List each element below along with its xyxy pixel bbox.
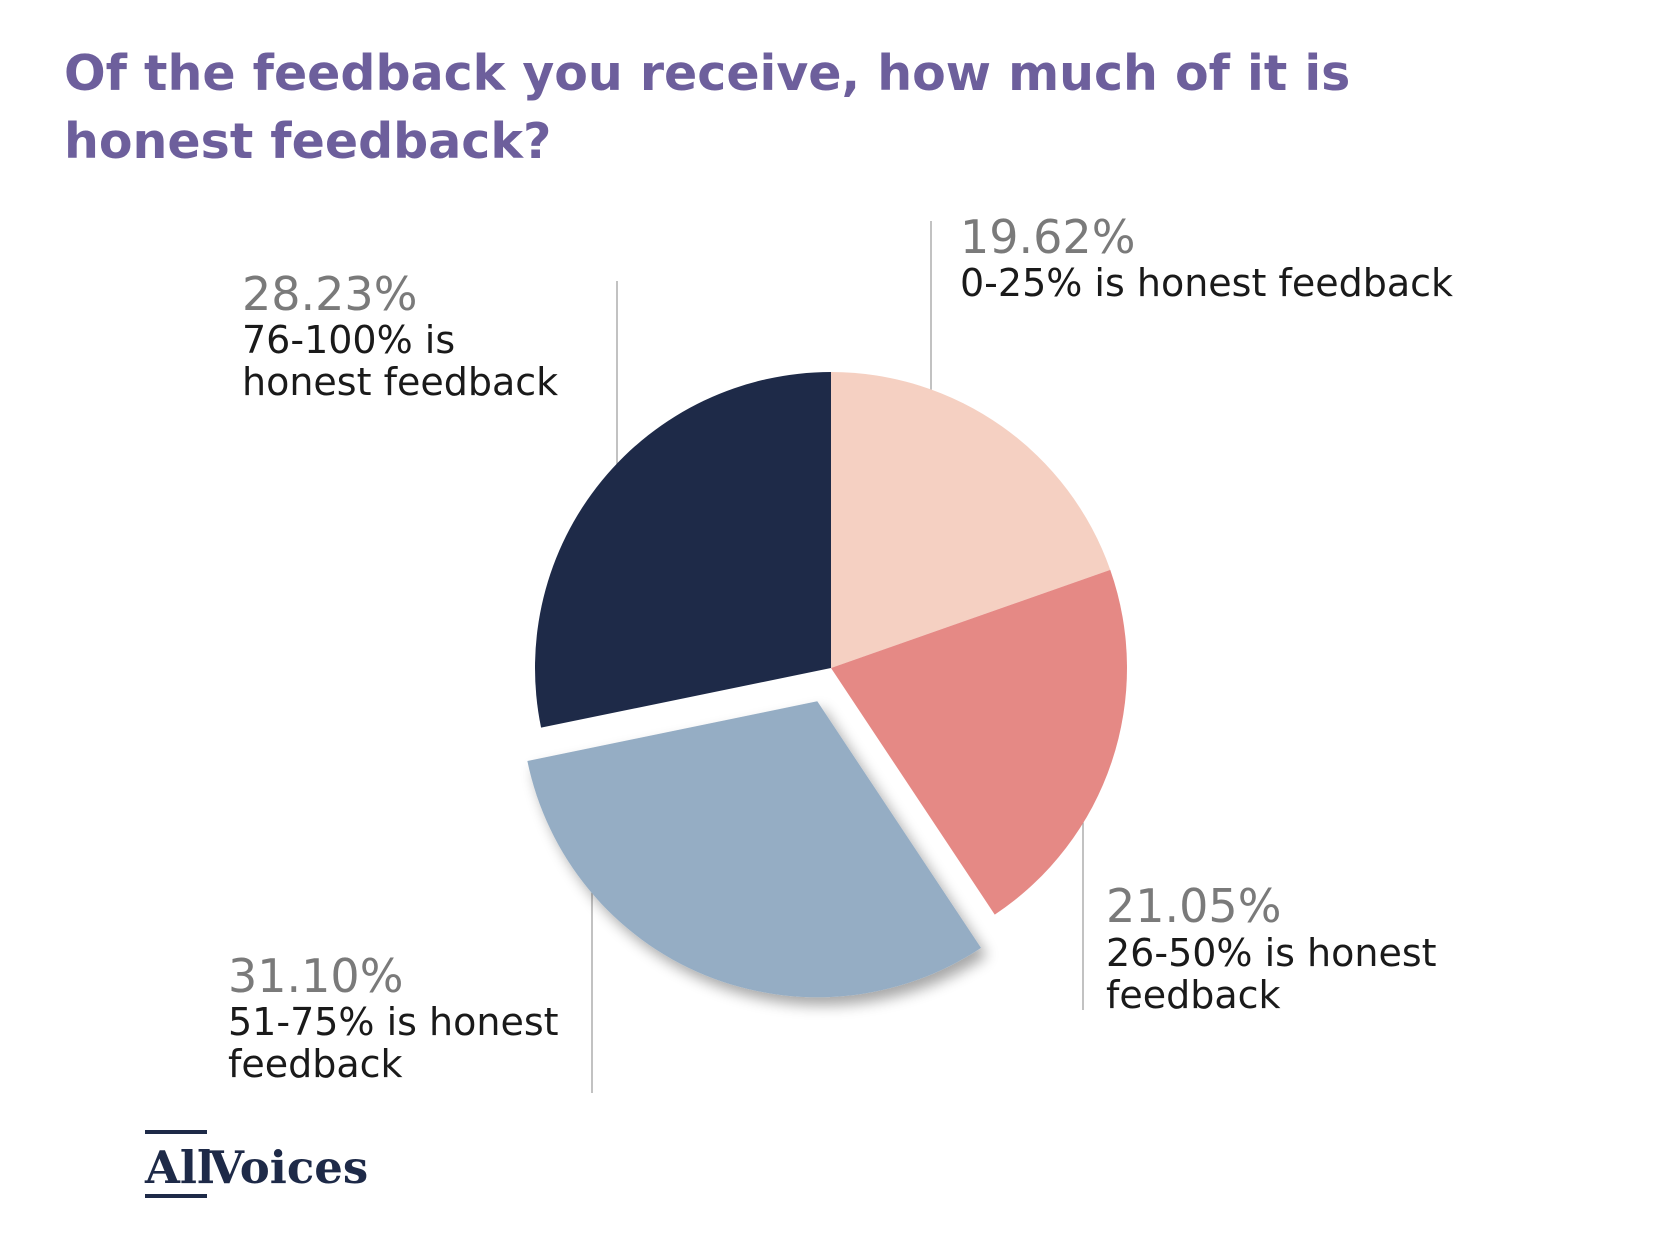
slice-value-label: 28.23% <box>242 267 417 321</box>
slice-value-label: 31.10% <box>228 949 403 1003</box>
slice-category-label-line1: 26-50% is honest <box>1106 931 1437 975</box>
chart-title: Of the feedback you receive, how much of… <box>64 45 1351 170</box>
slice-label-0-25: 19.62% 0-25% is honest feedback <box>960 210 1453 305</box>
pie-slice-51-75 <box>527 701 982 998</box>
slice-label-76-100: 28.23% 76-100% is honest feedback <box>242 267 558 404</box>
slice-category-label-line2: feedback <box>228 1042 403 1086</box>
allvoices-logo: All Voices <box>144 1130 368 1198</box>
slice-category-label: 0-25% is honest feedback <box>960 261 1453 305</box>
slice-label-26-50: 21.05% 26-50% is honest feedback <box>1106 879 1437 1017</box>
slice-value-label: 19.62% <box>960 210 1135 264</box>
slice-category-label-line2: honest feedback <box>242 360 558 404</box>
slice-category-label-line1: 51-75% is honest <box>228 1000 559 1044</box>
pie-slice-0-25 <box>831 372 1111 668</box>
slice-value-label: 21.05% <box>1106 879 1281 933</box>
pie-slice-26-50 <box>831 569 1127 915</box>
brand-name-voices: Voices <box>208 1141 368 1194</box>
pie-slice-76-100 <box>535 372 831 728</box>
slice-label-51-75: 31.10% 51-75% is honest feedback <box>228 949 559 1086</box>
slice-category-label-line2: feedback <box>1106 973 1281 1017</box>
slice-category-label-line1: 76-100% is <box>242 318 455 362</box>
brand-name-all: All <box>144 1141 214 1194</box>
